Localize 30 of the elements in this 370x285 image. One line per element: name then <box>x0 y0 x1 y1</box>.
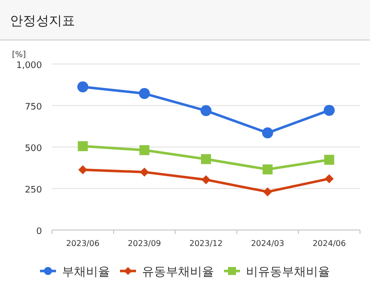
point <box>324 104 335 116</box>
point <box>200 105 212 116</box>
y-tick-label: 250 <box>24 186 42 196</box>
legend-label: 유동부채비율 <box>142 264 214 278</box>
point <box>324 154 334 165</box>
point <box>324 174 334 184</box>
point <box>140 168 149 177</box>
point <box>262 164 273 174</box>
point <box>201 154 211 164</box>
x-tick-label: 2023/09 <box>128 239 162 248</box>
x-tick-label: 2024/06 <box>312 239 346 248</box>
point <box>78 165 88 174</box>
legend-label: 비유동부채비율 <box>246 264 330 278</box>
y-tick-label: 0 <box>36 227 42 237</box>
point <box>262 127 274 138</box>
x-tick-label: 2023/06 <box>66 239 100 248</box>
point <box>138 88 150 100</box>
x-tick-label: 2024/03 <box>250 239 284 248</box>
y-axis-title: [%] <box>12 50 26 59</box>
point <box>78 141 88 152</box>
point <box>77 81 88 92</box>
y-tick-label: 500 <box>24 144 42 154</box>
point <box>139 145 150 156</box>
chart-title: 안정성지표 <box>10 14 75 29</box>
x-tick-label: 2023/12 <box>189 239 223 248</box>
point <box>202 175 210 184</box>
point <box>263 187 272 196</box>
legend-label: 부채비율 <box>62 264 110 278</box>
y-tick-label: 750 <box>24 102 42 112</box>
y-tick-label: 1,000 <box>16 61 42 71</box>
